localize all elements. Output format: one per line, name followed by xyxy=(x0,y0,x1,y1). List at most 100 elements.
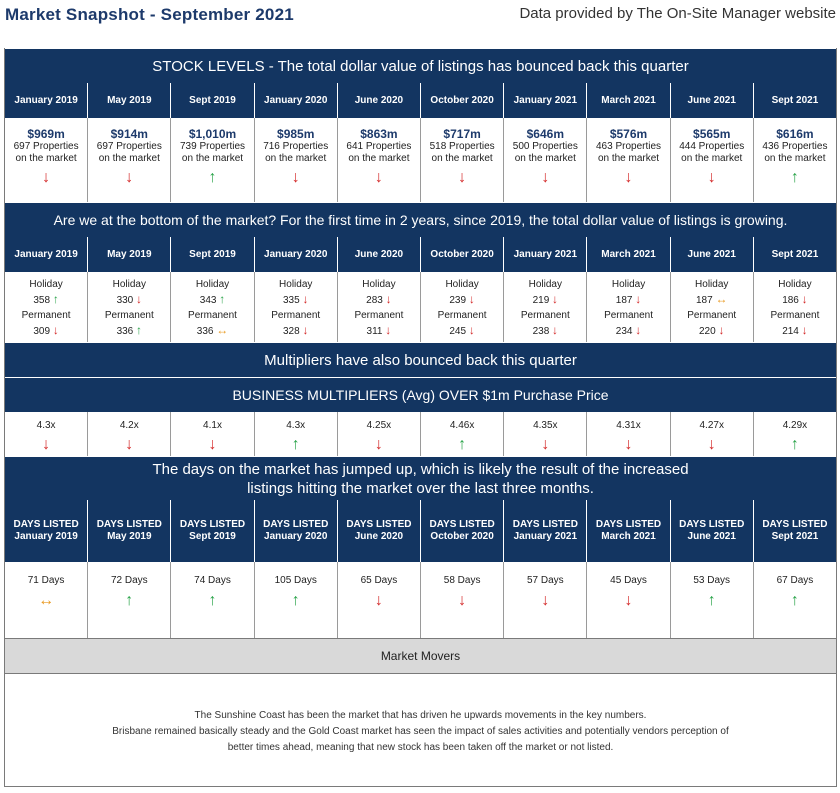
holiday-label: Holiday xyxy=(362,279,396,290)
holiday-count-line: 187 ↓ xyxy=(587,292,669,308)
days-header-prefix: DAYS LISTED xyxy=(263,519,329,530)
days-header-period: March 2021 xyxy=(601,531,656,542)
permanent-count-line: 311 ↓ xyxy=(338,323,420,339)
arrow-down-icon: ↓ xyxy=(468,323,475,337)
arrow-up-icon: ↑ xyxy=(291,592,300,609)
holiday-count-line: 283 ↓ xyxy=(338,292,420,308)
holiday-permanent-cell: Holiday 343 ↑ Permanent 336 ↔ xyxy=(171,272,255,342)
days-listed-cell: 65 Days ↓ xyxy=(337,562,422,638)
holiday-permanent-cell: Holiday 358 ↑ Permanent 309 ↓ xyxy=(5,272,89,342)
days-listed-value: 67 Days xyxy=(776,575,814,586)
stock-properties-count: 739 Properties xyxy=(179,141,246,152)
stock-dollar-value: $985m xyxy=(277,127,315,141)
holiday-count-line: 219 ↓ xyxy=(504,292,586,308)
arrow-down-icon: ↓ xyxy=(458,592,467,609)
multiplier-cell: 4.2x ↓ xyxy=(88,412,172,456)
period-header-cell: March 2021 xyxy=(587,83,671,118)
market-snapshot-report: STOCK LEVELS - The total dollar value of… xyxy=(4,48,837,787)
stock-cell: $565m 444 Properties on the market ↓ xyxy=(670,118,754,202)
arrow-flat-icon: ↔ xyxy=(38,592,55,609)
multiplier-value: 4.3x xyxy=(286,420,306,431)
holiday-count: 187 xyxy=(615,295,633,306)
multiplier-value: 4.2x xyxy=(119,420,139,431)
stock-cell: $576m 463 Properties on the market ↓ xyxy=(587,118,671,202)
permanent-count-line: 336 ↑ xyxy=(88,323,170,339)
stock-on-market-label: on the market xyxy=(15,153,77,164)
holiday-count: 343 xyxy=(199,295,217,306)
arrow-down-icon: ↓ xyxy=(125,169,134,186)
days-header-period: May 2019 xyxy=(107,531,152,542)
stock-period-header: January 2019 May 2019 Sept 2019 January 202… xyxy=(5,83,837,118)
days-listed-cell: 67 Days ↑ xyxy=(753,562,837,638)
arrow-up-icon: ↑ xyxy=(790,169,799,186)
multiplier-cell: 4.35x ↓ xyxy=(504,412,588,456)
period-header-cell: Sept 2021 xyxy=(753,83,837,118)
permanent-label: Permanent xyxy=(687,310,737,321)
days-header-period: January 2021 xyxy=(513,531,578,542)
holiday-permanent-cell: Holiday 239 ↓ Permanent 245 ↓ xyxy=(421,272,505,342)
stock-properties-count: 463 Properties xyxy=(596,141,662,152)
arrow-down-icon: ↓ xyxy=(541,169,550,186)
days-header-cell: DAYS LISTED June 2021 xyxy=(670,500,754,562)
arrow-down-icon: ↓ xyxy=(718,323,725,337)
arrow-down-icon: ↓ xyxy=(385,292,392,306)
stock-dollar-value: $717m xyxy=(443,127,481,141)
permanent-count: 336 xyxy=(196,326,214,337)
days-header-cell: DAYS LISTED Sept 2019 xyxy=(171,500,255,562)
arrow-down-icon: ↓ xyxy=(552,323,559,337)
multiplier-cell: 4.25x ↓ xyxy=(337,412,422,456)
stock-dollar-value: $969m xyxy=(27,127,65,141)
stock-cell: $616m 436 Properties on the market ↑ xyxy=(753,118,837,202)
arrow-up-icon: ↑ xyxy=(291,436,300,453)
permanent-count-line: 220 ↓ xyxy=(671,323,753,339)
holiday-count: 219 xyxy=(532,295,550,306)
holiday-label: Holiday xyxy=(279,279,313,290)
multiplier-cell: 4.46x ↑ xyxy=(421,412,505,456)
permanent-count: 214 xyxy=(782,326,799,337)
holiday-count: 187 xyxy=(695,295,713,306)
arrow-up-icon: ↑ xyxy=(208,169,217,186)
arrow-down-icon: ↓ xyxy=(291,169,300,186)
stock-properties-count: 436 Properties xyxy=(762,141,828,152)
stock-on-market-label: on the market xyxy=(431,153,493,164)
multiplier-cell: 4.31x ↓ xyxy=(587,412,671,456)
multiplier-value: 4.25x xyxy=(366,420,392,431)
permanent-label: Permanent xyxy=(271,310,321,321)
period-header-cell: October 2020 xyxy=(421,83,505,118)
multiplier-cell: 4.27x ↓ xyxy=(670,412,754,456)
period-header-cell: January 2020 xyxy=(254,237,338,272)
permanent-label: Permanent xyxy=(188,310,237,321)
days-header-period: Sept 2019 xyxy=(189,531,236,542)
multiplier-value: 4.46x xyxy=(449,420,475,431)
days-listed-cell: 53 Days ↑ xyxy=(670,562,754,638)
holiday-count: 330 xyxy=(116,295,134,306)
days-header-cell: DAYS LISTED March 2021 xyxy=(587,500,671,562)
days-header-cell: DAYS LISTED January 2021 xyxy=(504,500,588,562)
arrow-flat-icon: ↔ xyxy=(216,323,229,337)
days-listed-value: 72 Days xyxy=(110,575,148,586)
holiday-count-line: 358 ↑ xyxy=(5,292,87,308)
stock-on-market-label: on the market xyxy=(348,153,410,164)
holiday-permanent-cell: Holiday 186 ↓ Permanent 214 ↓ xyxy=(753,272,837,342)
business-multipliers-subtitle: BUSINESS MULTIPLIERS (Avg) OVER $1m Purc… xyxy=(5,377,836,412)
holiday-count: 358 xyxy=(33,295,51,306)
permanent-count: 309 xyxy=(33,326,51,337)
holiday-permanent-cell: Holiday 187 ↓ Permanent 234 ↓ xyxy=(587,272,671,342)
arrow-down-icon: ↓ xyxy=(624,436,633,453)
multipliers-row: 4.3x ↓ 4.2x ↓ 4.1x ↓ 4.3x ↑ 4.25x ↓ 4.46x ↑ 4.35x ↓ 4.… xyxy=(5,412,837,456)
arrow-up-icon: ↑ xyxy=(125,592,134,609)
days-header-period: Sept 2021 xyxy=(771,531,819,542)
days-header-prefix: DAYS LISTED xyxy=(762,519,828,530)
days-header-period: June 2020 xyxy=(354,531,404,542)
period-header-cell: January 2019 xyxy=(5,83,89,118)
holiday-label: Holiday xyxy=(195,279,230,290)
holiday-count: 283 xyxy=(366,295,383,306)
data-source-note: Data provided by The On-Site Manager web… xyxy=(519,5,836,22)
multiplier-cell: 4.1x ↓ xyxy=(171,412,255,456)
arrow-down-icon: ↓ xyxy=(707,169,716,186)
period-header-cell: January 2019 xyxy=(5,237,89,272)
market-movers-body: The Sunshine Coast has been the market t… xyxy=(5,674,836,787)
stock-cell: $985m 716 Properties on the market ↓ xyxy=(254,118,338,202)
movers-line-3: better times ahead, meaning that new sto… xyxy=(227,742,614,753)
days-listed-value: 65 Days xyxy=(360,575,398,586)
